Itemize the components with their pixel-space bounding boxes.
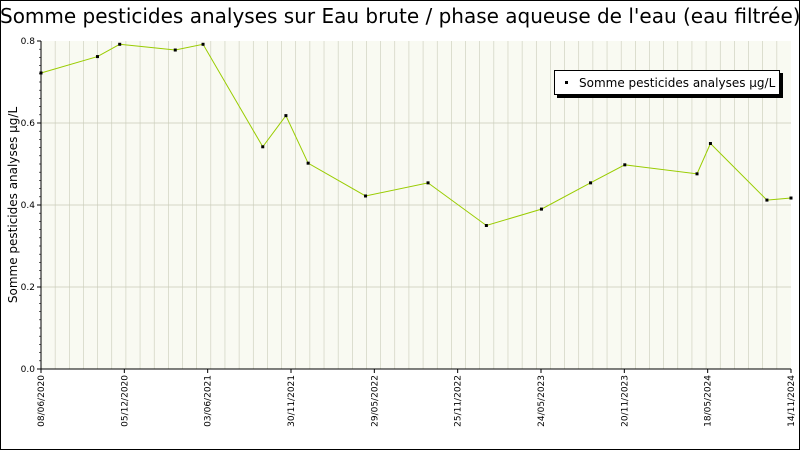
y-tick-label: 0.4: [21, 201, 36, 211]
data-point: [623, 163, 627, 167]
data-point: [695, 172, 699, 176]
series-layer: [39, 42, 793, 227]
legend-label: Somme pesticides analyses µg/L: [579, 75, 776, 90]
x-tick-label: 24/05/2023: [537, 375, 547, 427]
x-tick-label: 30/11/2021: [287, 375, 297, 427]
x-axis-ticks: 08/06/2020 05/12/2020 03/06/2021 30/11/2021…: [37, 369, 797, 427]
data-point: [306, 161, 310, 165]
x-tick-label: 03/06/2021: [204, 375, 214, 427]
data-point: [201, 42, 205, 46]
y-tick-label: 0.8: [21, 37, 36, 47]
x-tick-label: 25/11/2022: [454, 375, 464, 427]
x-tick-label: 20/11/2023: [620, 375, 630, 427]
y-tick-label: 0.0: [21, 365, 36, 375]
data-point: [484, 224, 488, 227]
chart-legend: Somme pesticides analyses µg/L: [554, 70, 780, 95]
data-point: [765, 198, 769, 202]
data-point: [426, 181, 430, 185]
data-point: [95, 55, 99, 59]
x-tick-label: 18/05/2024: [704, 375, 714, 427]
data-point: [39, 71, 43, 75]
chart-title: Somme pesticides analyses sur Eau brute …: [0, 4, 800, 28]
data-point: [539, 207, 543, 211]
horizontal-gridlines: [41, 122, 791, 288]
y-tick-label: 0.6: [21, 119, 36, 129]
y-axis-label: Somme pesticides analyses µg/L: [6, 107, 20, 304]
data-point: [589, 181, 593, 185]
data-point: [173, 48, 177, 52]
data-point: [708, 142, 712, 145]
data-point: [364, 194, 368, 198]
data-point: [118, 42, 122, 46]
series-line: [40, 43, 792, 227]
legend-marker-icon: [561, 77, 575, 89]
data-point: [261, 145, 265, 149]
data-point: [284, 114, 288, 118]
x-tick-label: 05/12/2020: [120, 375, 130, 427]
data-point: [789, 196, 793, 200]
x-tick-label: 29/05/2022: [370, 375, 380, 427]
y-tick-label: 0.2: [21, 283, 35, 293]
x-tick-label: 14/11/2024: [787, 375, 797, 427]
x-tick-label: 08/06/2020: [37, 375, 47, 427]
y-axis-ticks: 0.0 0.2 0.4 0.6 0.8: [21, 37, 41, 375]
